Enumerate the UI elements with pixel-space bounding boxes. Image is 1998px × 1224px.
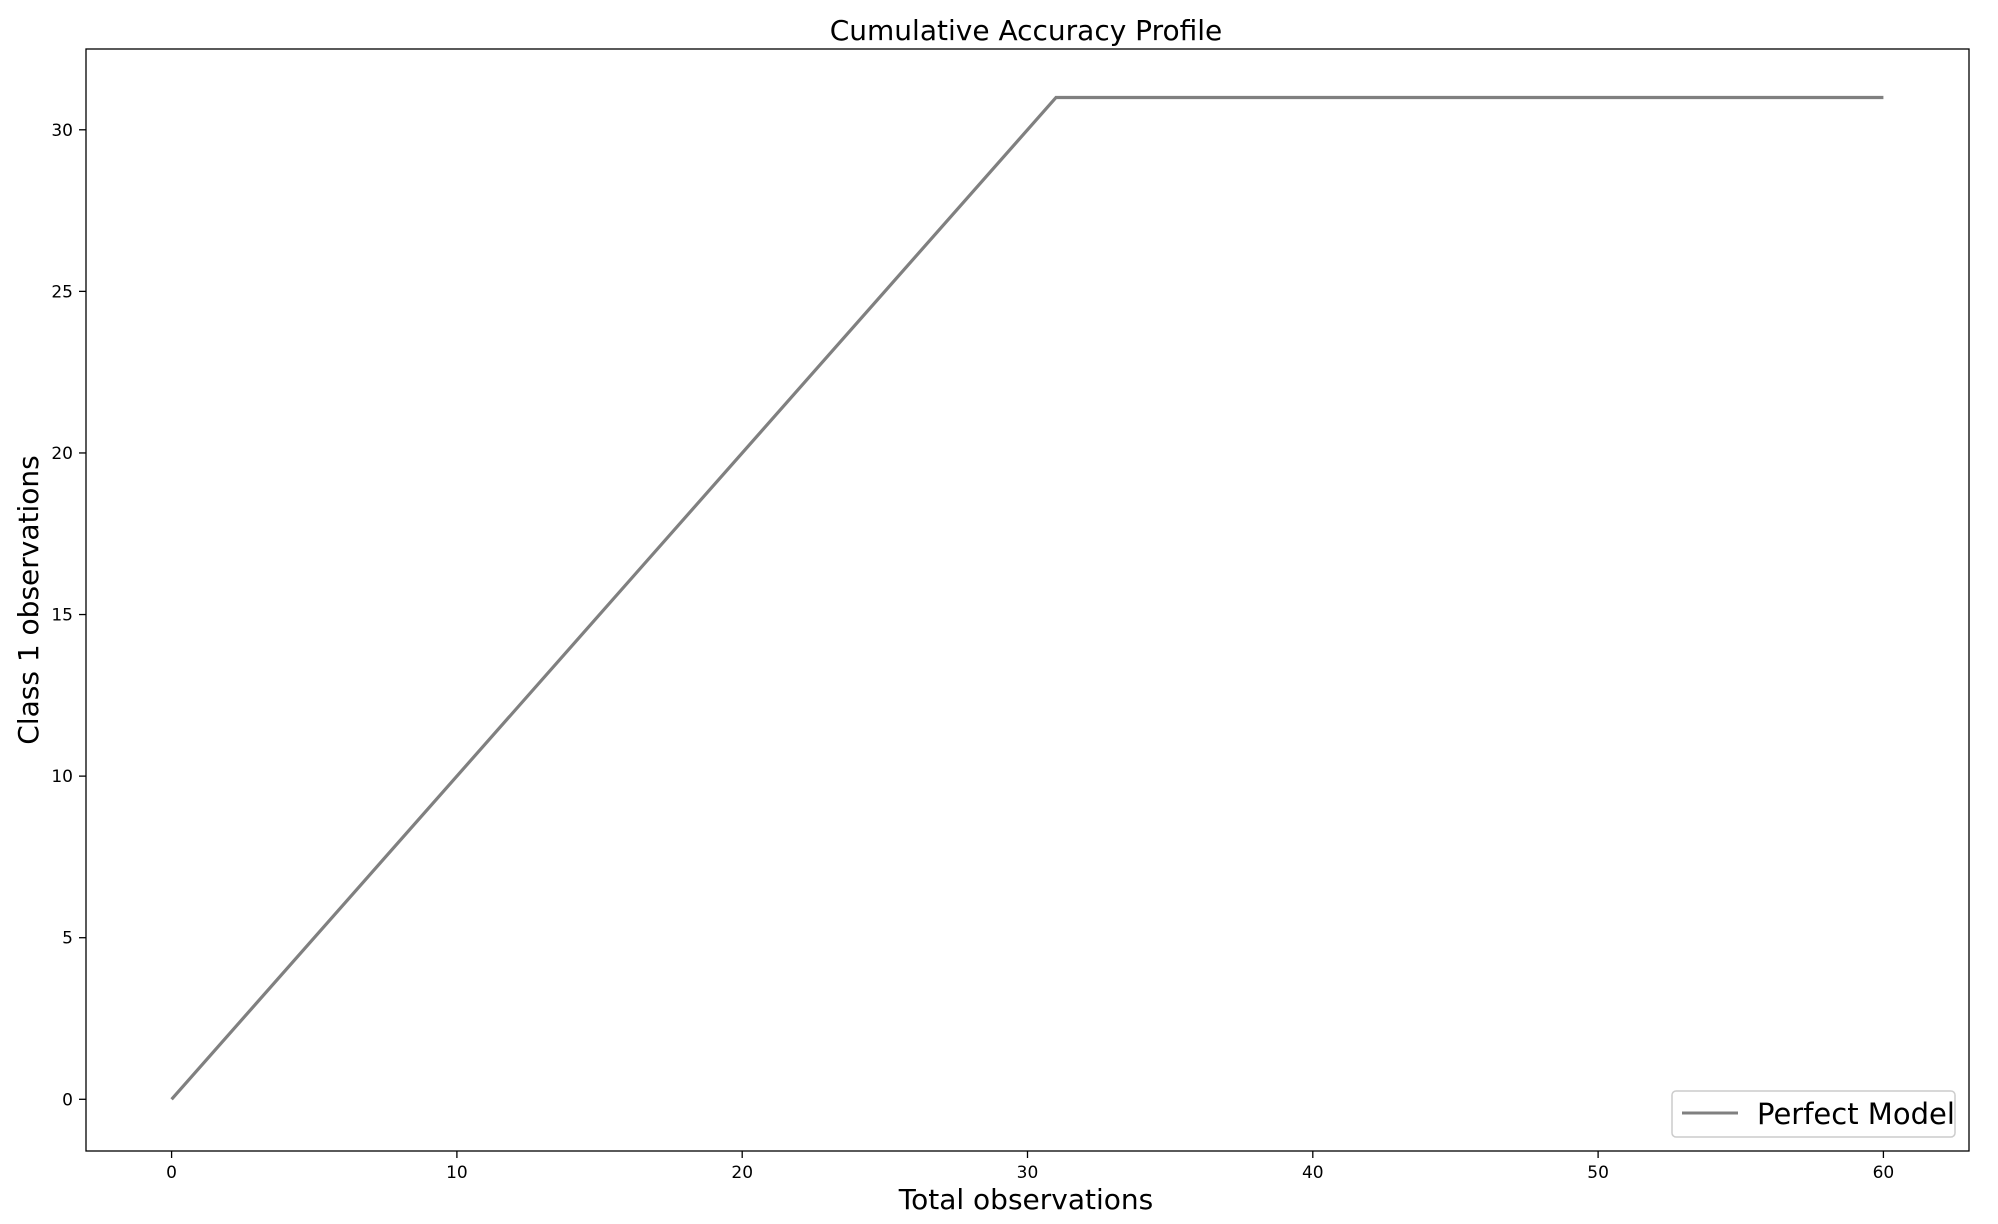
x-tick-label: 20 (731, 1163, 753, 1183)
x-tick-label: 10 (446, 1163, 468, 1183)
y-tick-label: 15 (51, 606, 73, 626)
y-tick-label: 25 (51, 282, 73, 302)
x-tick-label: 0 (166, 1163, 177, 1183)
x-tick-label: 40 (1302, 1163, 1324, 1183)
y-axis-label: Class 1 observations (12, 455, 45, 744)
series-line-perfect-model (170, 95, 1884, 1101)
x-tick-label: 60 (1873, 1163, 1895, 1183)
y-axis-ticks: 0 5 10 15 20 25 30 (51, 121, 86, 1110)
plot-area (85, 48, 1970, 1152)
y-tick-label: 20 (51, 444, 73, 464)
legend: Perfect Model (1671, 1090, 1956, 1138)
series-layer (170, 95, 1884, 1101)
x-tick-label: 30 (1017, 1163, 1039, 1183)
y-tick-label: 5 (62, 929, 73, 949)
x-axis-label: Total observations (898, 1183, 1153, 1216)
x-axis-ticks: 0 10 20 30 40 50 60 (166, 1151, 1894, 1183)
legend-box (1671, 1090, 1956, 1138)
legend-label-perfect-model: Perfect Model (1757, 1097, 1955, 1131)
x-tick-label: 50 (1587, 1163, 1609, 1183)
y-tick-label: 0 (62, 1090, 73, 1110)
y-tick-label: 30 (51, 121, 73, 141)
y-tick-label: 10 (51, 767, 73, 787)
chart-title: Cumulative Accuracy Profile (830, 14, 1223, 47)
